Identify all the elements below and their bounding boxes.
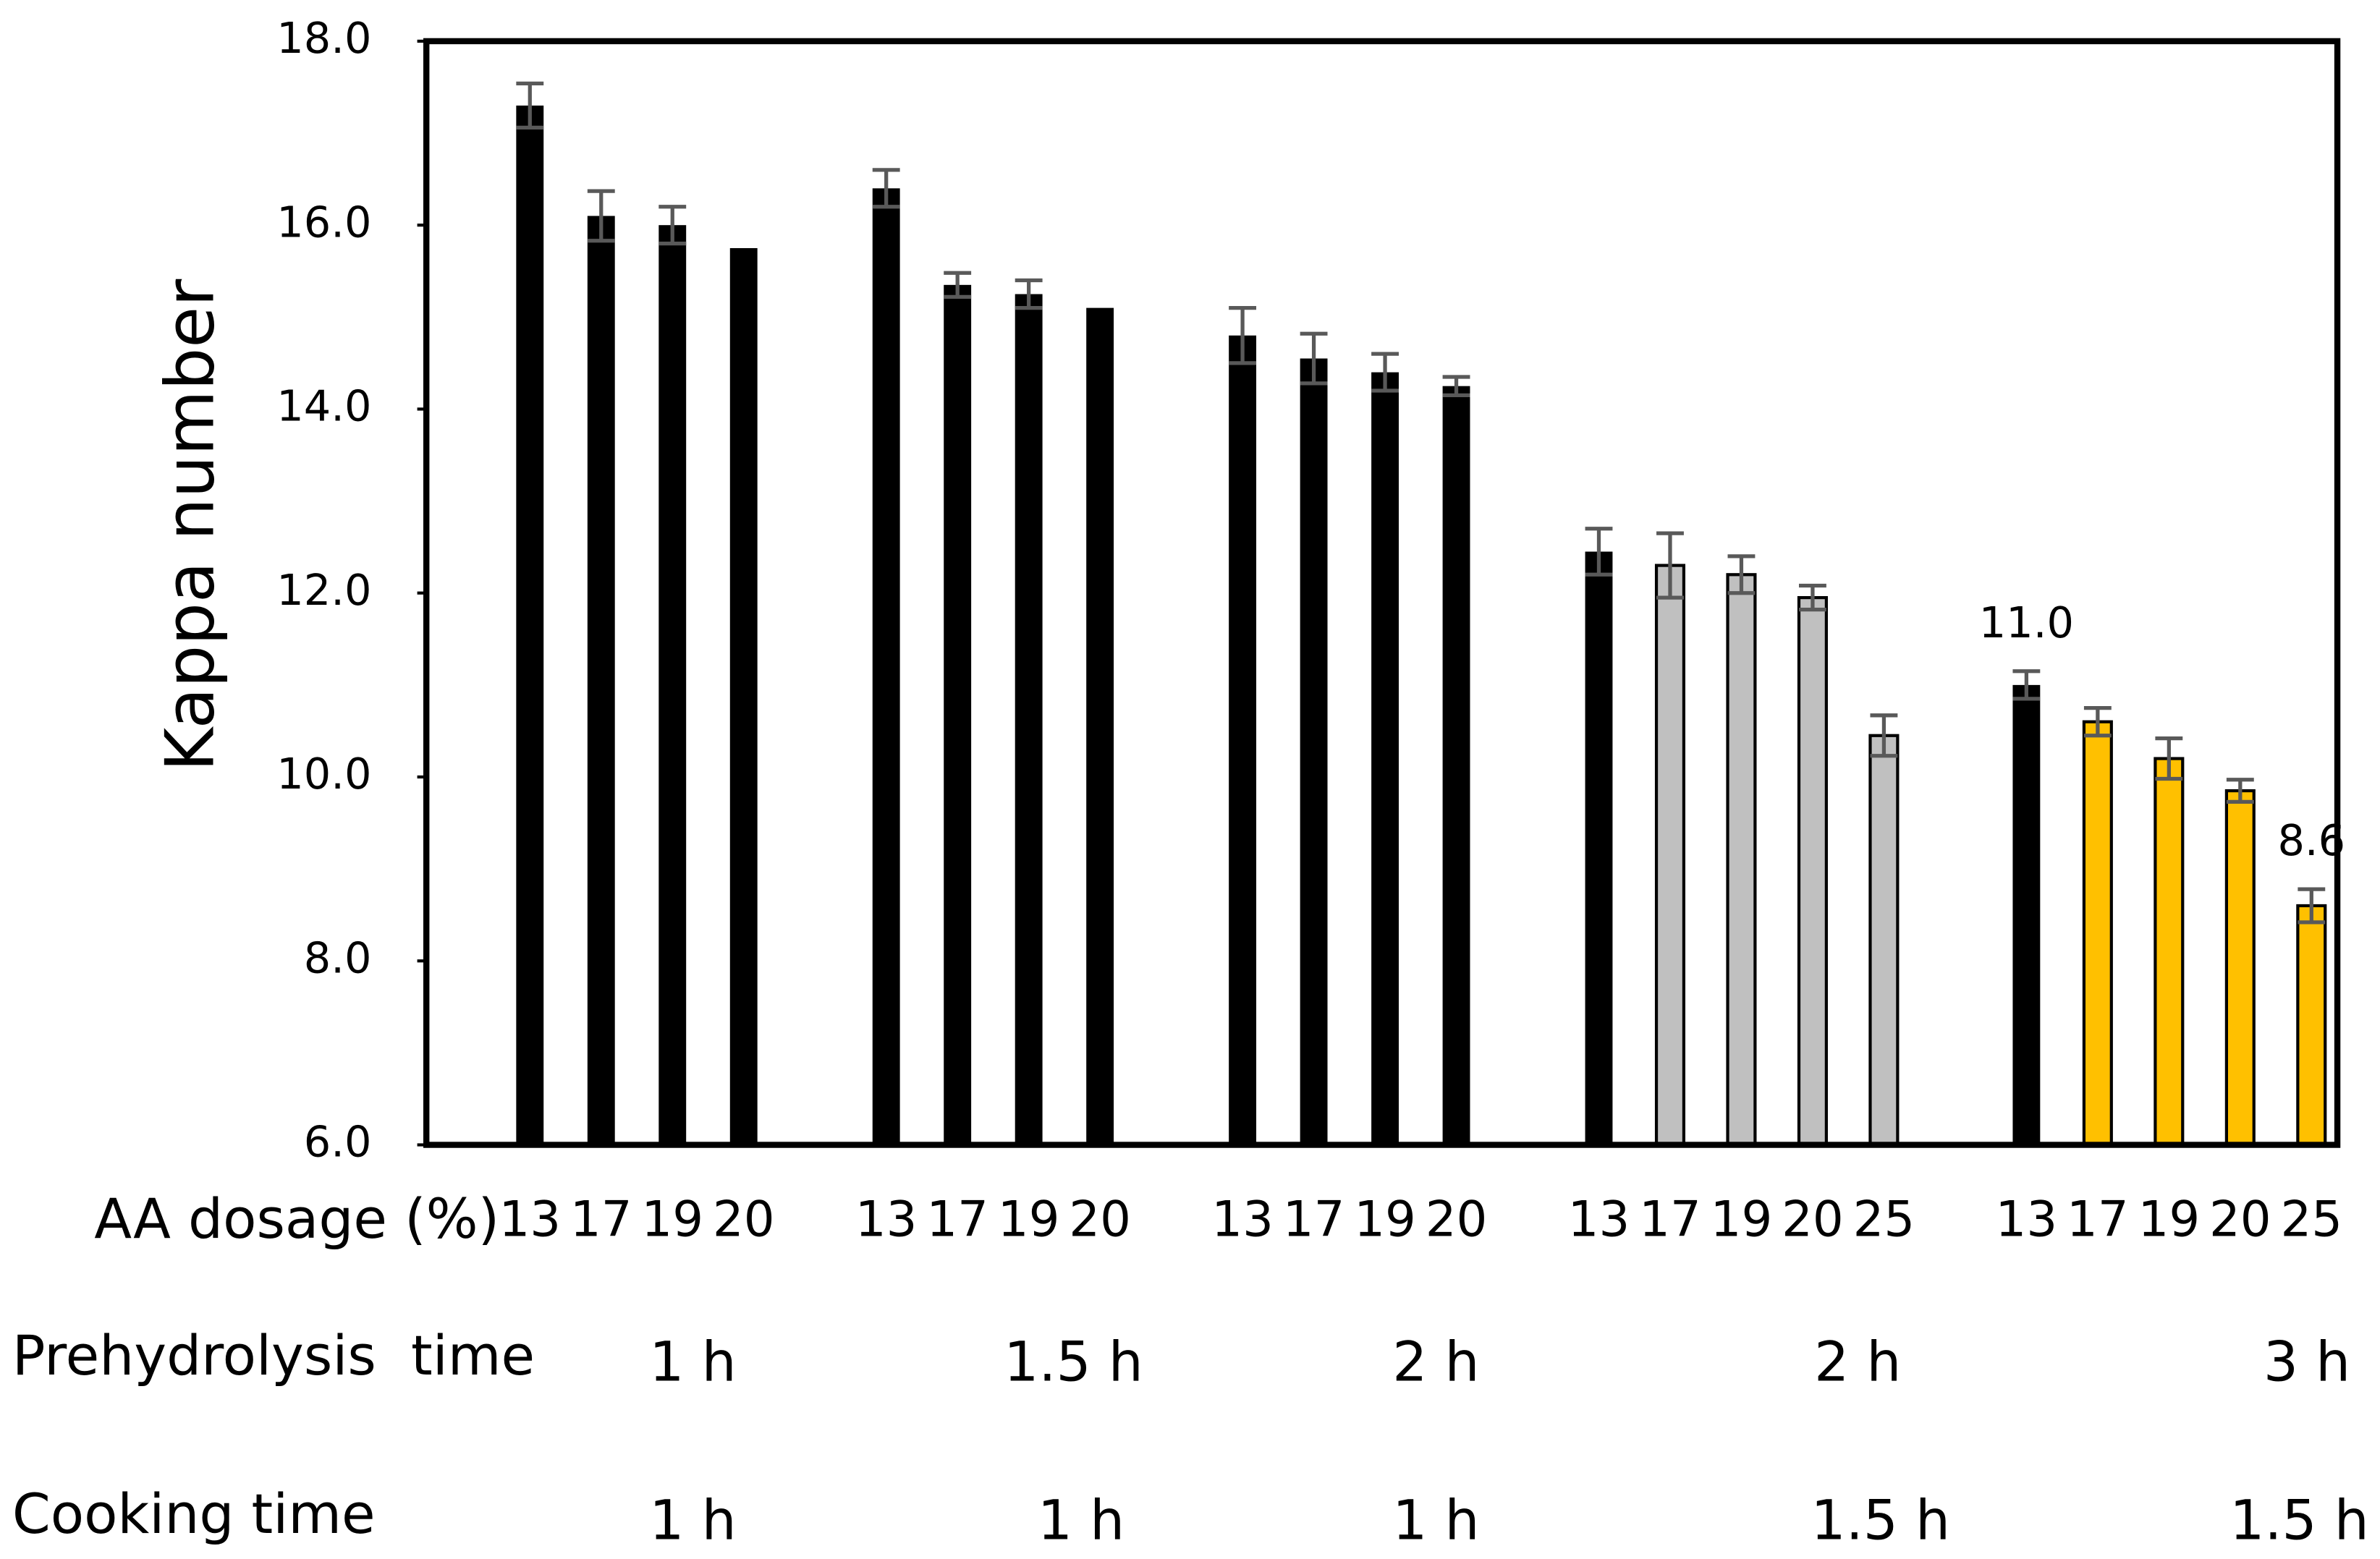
y-tick-label: 16.0 bbox=[276, 197, 371, 247]
x-tick-label: 19 bbox=[1354, 1191, 1416, 1247]
error-bar bbox=[2226, 778, 2254, 804]
error-bar bbox=[1585, 527, 1613, 577]
bar bbox=[872, 188, 900, 1145]
bar bbox=[1300, 358, 1328, 1145]
x-tick-label: 19 bbox=[1711, 1191, 1773, 1247]
error-bar bbox=[1656, 531, 1684, 600]
x-tick-label: 17 bbox=[570, 1191, 632, 1247]
bar bbox=[2296, 904, 2327, 1147]
group-label: 1.5 h bbox=[2229, 1488, 2369, 1552]
group-label: 2 h bbox=[1392, 1330, 1479, 1394]
bar bbox=[729, 247, 758, 1145]
group-label: 1 h bbox=[1038, 1488, 1125, 1552]
group-row-title: Cooking time bbox=[12, 1482, 376, 1546]
x-tick-label: 17 bbox=[1283, 1191, 1345, 1247]
x-tick-label: 19 bbox=[641, 1191, 703, 1247]
group-row-title: Prehydrolysis time bbox=[12, 1324, 535, 1388]
y-tick-label: 14.0 bbox=[276, 381, 371, 431]
error-bar bbox=[1799, 583, 1826, 612]
x-tick-label: 13 bbox=[499, 1191, 561, 1247]
error-bar bbox=[2155, 736, 2183, 781]
bar bbox=[1868, 734, 1900, 1147]
data-label: 11.0 bbox=[1979, 598, 2074, 647]
error-bar bbox=[516, 81, 544, 130]
x-tick-label: 20 bbox=[1426, 1191, 1488, 1247]
x-axis-title: AA dosage (%) bbox=[94, 1187, 499, 1251]
bar bbox=[2082, 720, 2113, 1147]
bar bbox=[1015, 294, 1043, 1145]
group-label: 1.5 h bbox=[1811, 1488, 1951, 1552]
bar bbox=[1442, 386, 1470, 1145]
bar bbox=[587, 216, 615, 1145]
x-tick-label: 17 bbox=[2067, 1191, 2129, 1247]
bar bbox=[1797, 595, 1828, 1147]
error-bar bbox=[1870, 713, 1898, 758]
bar bbox=[658, 225, 687, 1145]
bar bbox=[1585, 551, 1613, 1145]
bar bbox=[1726, 573, 1757, 1147]
x-tick-label: 17 bbox=[926, 1191, 988, 1247]
group-label: 1 h bbox=[649, 1488, 736, 1552]
bar bbox=[1371, 372, 1399, 1145]
bar bbox=[944, 284, 972, 1145]
bar bbox=[2012, 684, 2041, 1145]
y-tick-label: 10.0 bbox=[276, 749, 371, 799]
error-bar bbox=[2298, 887, 2326, 925]
error-bar bbox=[1442, 375, 1470, 398]
error-bar bbox=[658, 205, 687, 246]
error-bar bbox=[587, 189, 615, 243]
bar bbox=[516, 105, 544, 1145]
x-tick-label: 20 bbox=[1782, 1191, 1844, 1247]
group-label: 3 h bbox=[2263, 1330, 2350, 1394]
bar bbox=[2224, 789, 2256, 1147]
error-bar bbox=[944, 271, 972, 299]
x-tick-label: 13 bbox=[1996, 1191, 2058, 1247]
x-tick-label: 25 bbox=[2280, 1191, 2342, 1247]
x-tick-label: 20 bbox=[1069, 1191, 1131, 1247]
bar bbox=[1654, 564, 1686, 1147]
bar bbox=[1229, 335, 1257, 1145]
error-bar bbox=[1300, 331, 1328, 386]
x-tick-label: 19 bbox=[998, 1191, 1060, 1247]
bar bbox=[1086, 307, 1114, 1145]
y-tick-label: 18.0 bbox=[276, 13, 371, 63]
x-tick-label: 25 bbox=[1853, 1191, 1915, 1247]
data-label: 8.6 bbox=[2277, 815, 2345, 865]
error-bar bbox=[1229, 305, 1257, 365]
plot-frame bbox=[423, 38, 2341, 1148]
x-tick-label: 17 bbox=[1639, 1191, 1701, 1247]
error-bar bbox=[1015, 278, 1043, 310]
x-tick-label: 20 bbox=[713, 1191, 775, 1247]
x-tick-label: 13 bbox=[1568, 1191, 1630, 1247]
x-tick-label: 13 bbox=[855, 1191, 918, 1247]
error-bar bbox=[1371, 352, 1399, 393]
x-tick-label: 13 bbox=[1211, 1191, 1274, 1247]
error-bar bbox=[2012, 669, 2041, 701]
error-bar bbox=[872, 168, 900, 209]
group-label: 1 h bbox=[649, 1330, 736, 1394]
y-tick-label: 6.0 bbox=[304, 1117, 372, 1167]
x-tick-label: 20 bbox=[2209, 1191, 2271, 1247]
y-axis-title: Kappa number bbox=[151, 279, 229, 772]
y-tick-label: 12.0 bbox=[276, 565, 371, 615]
x-tick-label: 19 bbox=[2138, 1191, 2201, 1247]
group-label: 2 h bbox=[1814, 1330, 1901, 1394]
y-tick-label: 8.0 bbox=[304, 933, 372, 982]
group-label: 1 h bbox=[1392, 1488, 1479, 1552]
bar bbox=[2154, 757, 2185, 1147]
group-label: 1.5 h bbox=[1004, 1330, 1143, 1394]
error-bar bbox=[2083, 706, 2112, 738]
error-bar bbox=[1727, 554, 1756, 595]
